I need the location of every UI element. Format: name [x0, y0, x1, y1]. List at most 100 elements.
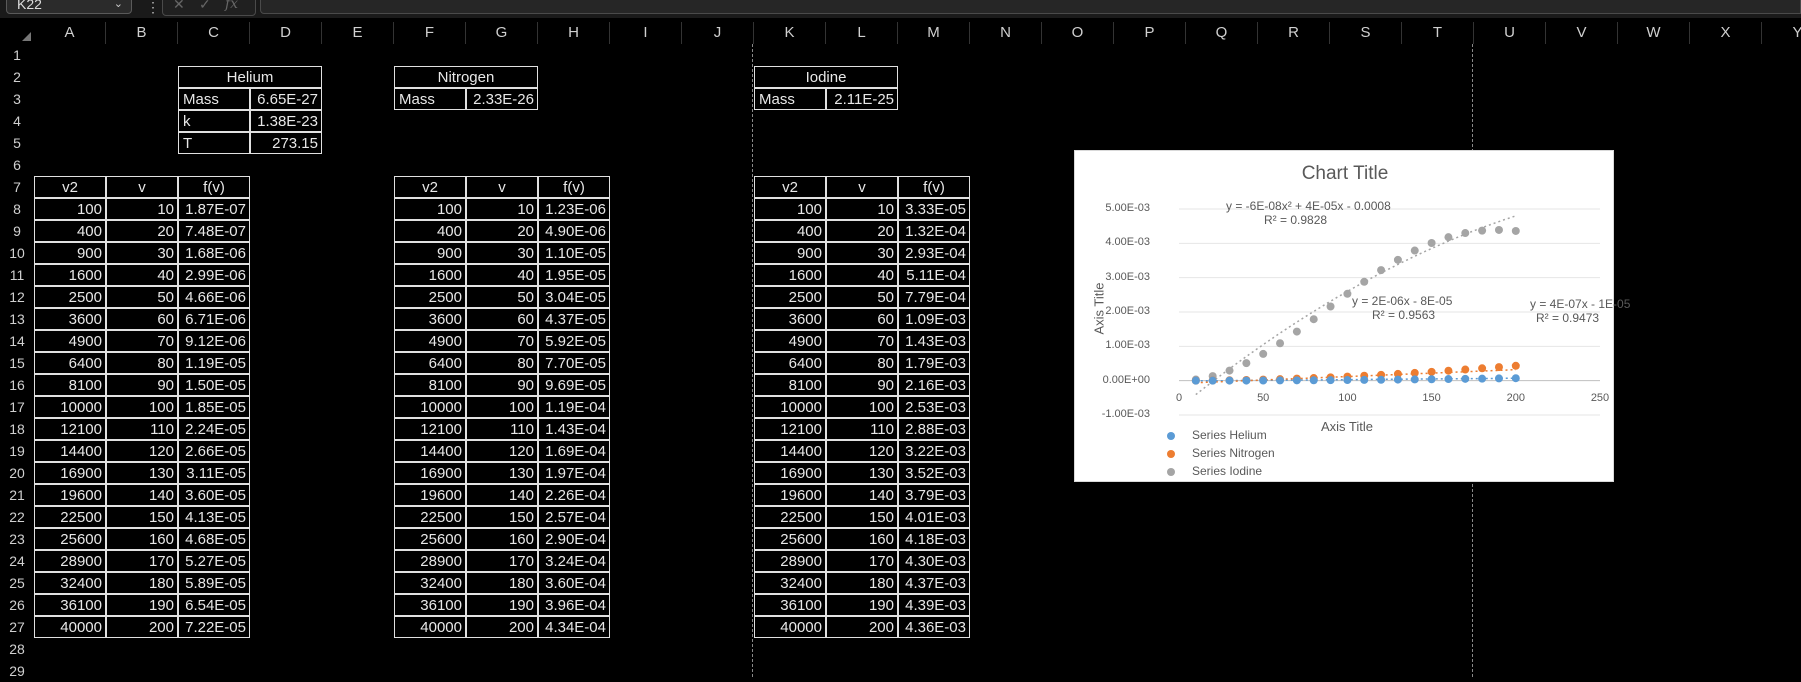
helium-fv-cell[interactable]: 4.68E-05 — [178, 528, 250, 550]
row-header-8[interactable]: 8 — [13, 201, 21, 217]
row-header-14[interactable]: 14 — [9, 333, 25, 349]
nitrogen-fv-cell[interactable]: 1.95E-05 — [538, 264, 610, 286]
helium-v-cell[interactable]: 70 — [106, 330, 178, 352]
iodine-v2-cell[interactable]: 2500 — [754, 286, 826, 308]
nitrogen-v-cell[interactable]: 120 — [466, 440, 538, 462]
helium-v-cell[interactable]: 50 — [106, 286, 178, 308]
helium-fv-cell[interactable]: 2.24E-05 — [178, 418, 250, 440]
nitrogen-v2-cell[interactable]: 14400 — [394, 440, 466, 462]
helium-v-cell[interactable]: 110 — [106, 418, 178, 440]
iodine-v-cell[interactable]: 30 — [826, 242, 898, 264]
nitrogen-v-cell[interactable]: 140 — [466, 484, 538, 506]
column-header-v[interactable]: V — [1546, 22, 1618, 44]
column-header-a[interactable]: A — [34, 22, 106, 44]
row-header-29[interactable]: 29 — [9, 663, 25, 679]
iodine-v-cell[interactable]: 150 — [826, 506, 898, 528]
nitrogen-v-cell[interactable]: 100 — [466, 396, 538, 418]
nitrogen-v2-cell[interactable]: 32400 — [394, 572, 466, 594]
nitrogen-fv-cell[interactable]: 1.23E-06 — [538, 198, 610, 220]
helium-v2-cell[interactable]: 3600 — [34, 308, 106, 330]
helium-param-label[interactable]: k — [178, 110, 250, 132]
row-header-20[interactable]: 20 — [9, 465, 25, 481]
helium-v-cell[interactable]: 140 — [106, 484, 178, 506]
iodine-fv-cell[interactable]: 4.30E-03 — [898, 550, 970, 572]
x-axis-title[interactable]: Axis Title — [1321, 419, 1374, 434]
iodine-fv-cell[interactable]: 2.93E-04 — [898, 242, 970, 264]
helium-v2-cell[interactable]: 6400 — [34, 352, 106, 374]
row-header-23[interactable]: 23 — [9, 531, 25, 547]
row-header-21[interactable]: 21 — [9, 487, 25, 503]
iodine-v-cell[interactable]: 40 — [826, 264, 898, 286]
helium-table-header[interactable]: v2 — [34, 176, 106, 198]
nitrogen-param-value[interactable]: 2.33E-26 — [466, 88, 538, 110]
nitrogen-v-cell[interactable]: 170 — [466, 550, 538, 572]
chevron-down-icon[interactable]: ⌄ — [113, 0, 123, 10]
helium-fv-cell[interactable]: 4.13E-05 — [178, 506, 250, 528]
helium-v-cell[interactable]: 130 — [106, 462, 178, 484]
row-header-12[interactable]: 12 — [9, 289, 25, 305]
row-header-28[interactable]: 28 — [9, 641, 25, 657]
nitrogen-v-cell[interactable]: 40 — [466, 264, 538, 286]
row-header-27[interactable]: 27 — [9, 619, 25, 635]
row-header-18[interactable]: 18 — [9, 421, 25, 437]
helium-v2-cell[interactable]: 8100 — [34, 374, 106, 396]
nitrogen-v2-cell[interactable]: 4900 — [394, 330, 466, 352]
helium-fv-cell[interactable]: 2.66E-05 — [178, 440, 250, 462]
iodine-fv-cell[interactable]: 3.22E-03 — [898, 440, 970, 462]
row-header-2[interactable]: 2 — [13, 69, 21, 85]
row-header-9[interactable]: 9 — [13, 223, 21, 239]
nitrogen-fv-cell[interactable]: 4.37E-05 — [538, 308, 610, 330]
helium-v-cell[interactable]: 170 — [106, 550, 178, 572]
iodine-v2-cell[interactable]: 28900 — [754, 550, 826, 572]
column-header-c[interactable]: C — [178, 22, 250, 44]
helium-v-cell[interactable]: 120 — [106, 440, 178, 462]
nitrogen-v-cell[interactable]: 180 — [466, 572, 538, 594]
row-header-22[interactable]: 22 — [9, 509, 25, 525]
column-header-x[interactable]: X — [1690, 22, 1762, 44]
helium-fv-cell[interactable]: 5.89E-05 — [178, 572, 250, 594]
helium-fv-cell[interactable]: 1.68E-06 — [178, 242, 250, 264]
iodine-v2-cell[interactable]: 40000 — [754, 616, 826, 638]
helium-fv-cell[interactable]: 1.50E-05 — [178, 374, 250, 396]
row-header-15[interactable]: 15 — [9, 355, 25, 371]
nitrogen-fv-cell[interactable]: 4.90E-06 — [538, 220, 610, 242]
helium-v-cell[interactable]: 40 — [106, 264, 178, 286]
column-header-j[interactable]: J — [682, 22, 754, 44]
helium-v2-cell[interactable]: 40000 — [34, 616, 106, 638]
nitrogen-v2-cell[interactable]: 10000 — [394, 396, 466, 418]
helium-v-cell[interactable]: 20 — [106, 220, 178, 242]
nitrogen-v2-cell[interactable]: 100 — [394, 198, 466, 220]
nitrogen-param-label[interactable]: Mass — [394, 88, 466, 110]
nitrogen-v-cell[interactable]: 130 — [466, 462, 538, 484]
row-header-4[interactable]: 4 — [13, 113, 21, 129]
row-header-3[interactable]: 3 — [13, 91, 21, 107]
iodine-fv-cell[interactable]: 3.79E-03 — [898, 484, 970, 506]
column-header-n[interactable]: N — [970, 22, 1042, 44]
nitrogen-fv-cell[interactable]: 4.34E-04 — [538, 616, 610, 638]
helium-fv-cell[interactable]: 1.19E-05 — [178, 352, 250, 374]
nitrogen-v2-cell[interactable]: 16900 — [394, 462, 466, 484]
nitrogen-v2-cell[interactable]: 2500 — [394, 286, 466, 308]
function-icon[interactable]: fx — [225, 0, 239, 12]
more-options-icon[interactable]: ⋮ — [146, 0, 160, 15]
nitrogen-v2-cell[interactable]: 8100 — [394, 374, 466, 396]
row-header-17[interactable]: 17 — [9, 399, 25, 415]
nitrogen-fv-cell[interactable]: 9.69E-05 — [538, 374, 610, 396]
helium-v2-cell[interactable]: 100 — [34, 198, 106, 220]
helium-title-cell[interactable]: Helium — [178, 66, 322, 88]
column-header-f[interactable]: F — [394, 22, 466, 44]
helium-v2-cell[interactable]: 2500 — [34, 286, 106, 308]
nitrogen-v-cell[interactable]: 50 — [466, 286, 538, 308]
chart-title[interactable]: Chart Title — [1301, 163, 1389, 184]
iodine-v-cell[interactable]: 100 — [826, 396, 898, 418]
iodine-v2-cell[interactable]: 10000 — [754, 396, 826, 418]
nitrogen-fv-cell[interactable]: 7.70E-05 — [538, 352, 610, 374]
iodine-fv-cell[interactable]: 1.32E-04 — [898, 220, 970, 242]
nitrogen-table-header[interactable]: v2 — [394, 176, 466, 198]
nitrogen-v2-cell[interactable]: 400 — [394, 220, 466, 242]
nitrogen-fv-cell[interactable]: 3.24E-04 — [538, 550, 610, 572]
iodine-fv-cell[interactable]: 7.79E-04 — [898, 286, 970, 308]
helium-param-value[interactable]: 273.15 — [250, 132, 322, 154]
trendline-r-squared[interactable]: R² = 0.9563 — [1372, 308, 1436, 322]
iodine-fv-cell[interactable]: 3.52E-03 — [898, 462, 970, 484]
